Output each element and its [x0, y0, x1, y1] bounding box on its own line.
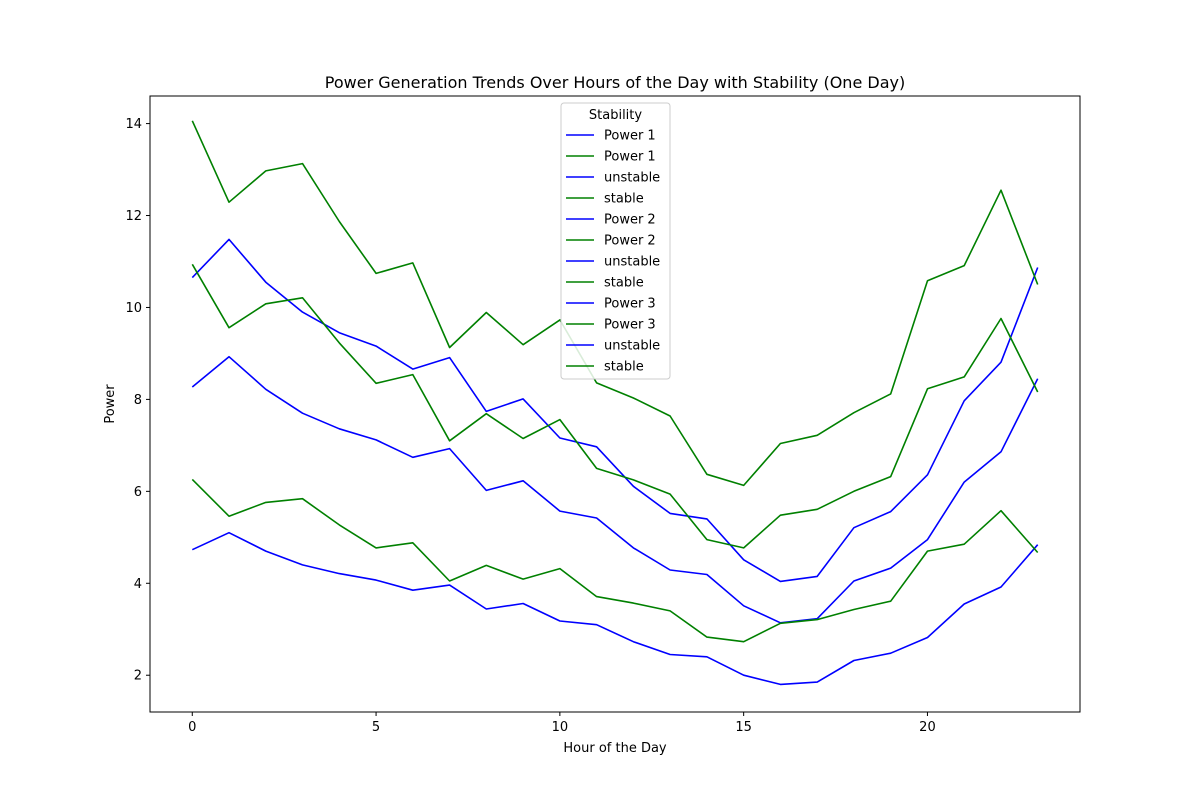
legend-label: unstable: [604, 171, 660, 186]
series-line-5: [191, 531, 1039, 686]
x-axis: 0 5 10 15 20: [188, 712, 936, 735]
series-line-6: [191, 478, 1039, 643]
legend-label: unstable: [604, 339, 660, 354]
plot-frame: [149, 95, 1081, 713]
series-line-1: [191, 238, 1039, 583]
series-line-2: [191, 120, 1039, 487]
legend-label: Power 1: [604, 129, 656, 144]
y-axis-label: Power: [103, 384, 118, 424]
legend-title: Stability: [589, 108, 643, 123]
y-tick-label: 4: [134, 577, 142, 592]
legend-label: Power 3: [604, 297, 656, 312]
y-axis: 2 4 6 8 10 12 14: [125, 117, 150, 684]
x-tick-label: 15: [735, 720, 752, 735]
x-tick-label: 20: [919, 720, 936, 735]
y-tick-label: 6: [134, 485, 142, 500]
series-line-4: [191, 263, 1039, 549]
x-axis-label: Hour of the Day: [563, 741, 667, 756]
legend-label: Power 3: [604, 318, 656, 333]
x-tick-label: 5: [372, 720, 380, 735]
y-tick-label: 14: [125, 117, 142, 132]
legend-box: [560, 102, 671, 380]
series-lines: [191, 120, 1039, 686]
x-tick-label: 0: [188, 720, 196, 735]
legend-label: unstable: [604, 255, 660, 270]
chart-title: Power Generation Trends Over Hours of th…: [325, 73, 905, 92]
y-tick-label: 8: [134, 393, 142, 408]
legend-label: stable: [604, 192, 644, 207]
y-tick-label: 12: [125, 209, 142, 224]
legend-label: stable: [604, 276, 644, 291]
y-tick-label: 2: [134, 669, 142, 684]
legend: Stability Power 1 Power 1 unstable stable Pow…: [560, 102, 671, 380]
legend-label: Power 2: [604, 213, 656, 228]
legend-label: Power 2: [604, 234, 656, 249]
y-tick-label: 10: [125, 301, 142, 316]
legend-label: Power 1: [604, 150, 656, 165]
series-line-3: [191, 355, 1039, 624]
legend-label: stable: [604, 360, 644, 375]
x-tick-label: 10: [552, 720, 569, 735]
